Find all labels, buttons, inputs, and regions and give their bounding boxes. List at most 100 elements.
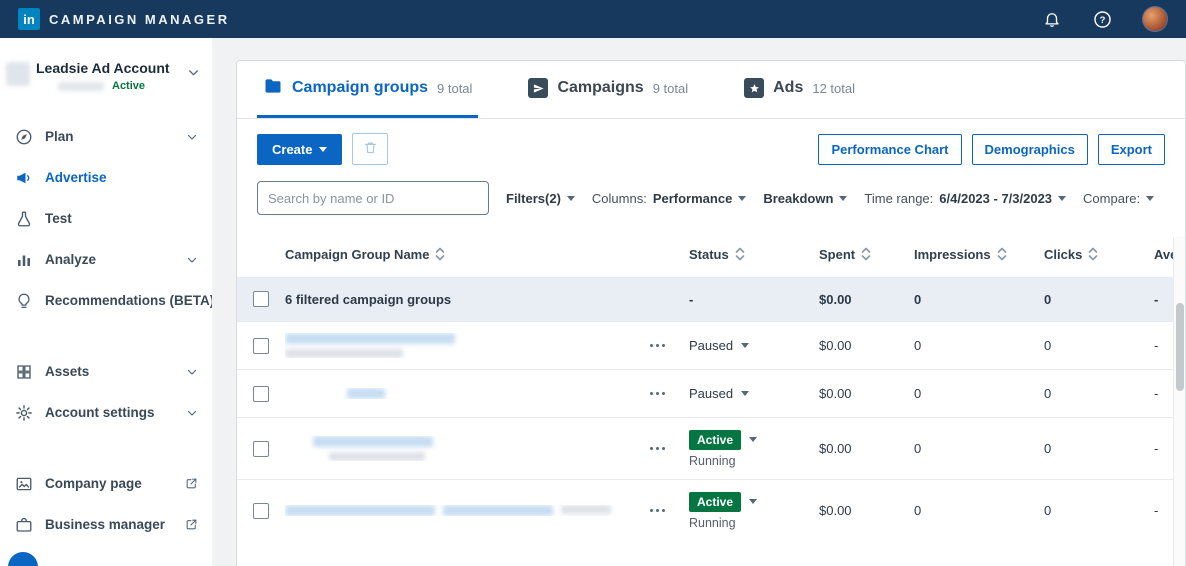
tab-campaign-groups[interactable]: Campaign groups 9 total xyxy=(257,61,479,118)
sidebar-nav-external: Company page Business manager xyxy=(0,463,212,545)
chevron-down-icon xyxy=(187,66,200,84)
campaign-group-name-redacted[interactable] xyxy=(285,505,625,516)
sidebar-item-business-manager[interactable]: Business manager xyxy=(0,504,212,545)
impressions-value: 0 xyxy=(914,386,922,401)
clicks-value: 0 xyxy=(1044,386,1052,401)
sidebar-item-test[interactable]: Test xyxy=(0,198,212,239)
tab-ads[interactable]: Ads 12 total xyxy=(738,61,861,118)
more-options-icon[interactable] xyxy=(625,509,689,512)
row-checkbox[interactable] xyxy=(253,440,269,457)
redacted-text xyxy=(329,452,425,461)
status-dropdown[interactable]: Active xyxy=(689,491,819,512)
filters-dropdown[interactable]: Filters(2) xyxy=(506,191,575,206)
status-value: Paused xyxy=(689,338,734,353)
chevron-down-icon xyxy=(186,254,198,266)
caret-down-icon xyxy=(1146,195,1155,201)
chat-help-bubble[interactable] xyxy=(8,552,38,566)
demographics-button[interactable]: Demographics xyxy=(971,133,1088,165)
column-header-impressions[interactable]: Impressions xyxy=(914,247,1044,262)
linkedin-logo-icon[interactable]: in xyxy=(18,8,40,30)
average-value: - xyxy=(1154,386,1159,401)
caret-down-icon xyxy=(741,391,750,396)
sidebar-item-advertise[interactable]: Advertise xyxy=(0,157,212,198)
column-header-name[interactable]: Campaign Group Name xyxy=(285,247,625,262)
column-header-label: Impressions xyxy=(914,246,991,262)
sidebar-item-company-page[interactable]: Company page xyxy=(0,463,212,504)
main-content: Campaign groups 9 total Campaigns 9 tota… xyxy=(212,38,1186,566)
breakdown-dropdown[interactable]: Breakdown xyxy=(763,191,848,206)
performance-chart-button[interactable]: Performance Chart xyxy=(818,133,962,165)
plan-compass-icon xyxy=(14,127,34,147)
export-button[interactable]: Export xyxy=(1097,133,1165,165)
status-dropdown[interactable]: Active xyxy=(689,429,819,450)
sidebar-item-recommendations[interactable]: Recommendations (BETA) xyxy=(0,280,214,321)
table-row: Paused $0.00 0 0 - xyxy=(237,321,1185,369)
table-row: Active Running $0.00 0 0 - xyxy=(237,417,1185,479)
tab-campaigns[interactable]: Campaigns 9 total xyxy=(522,61,694,118)
time-range-dropdown[interactable]: Time range: 6/4/2023 - 7/3/2023 xyxy=(864,190,1067,206)
more-options-icon[interactable] xyxy=(625,344,689,347)
column-header-spent[interactable]: Spent xyxy=(819,247,914,262)
account-id-redacted xyxy=(58,81,104,91)
assets-grid-icon xyxy=(14,362,34,382)
entity-tabs: Campaign groups 9 total Campaigns 9 tota… xyxy=(237,61,1185,119)
row-checkbox[interactable] xyxy=(253,337,269,354)
help-icon[interactable]: ? xyxy=(1092,9,1112,29)
filter-bar: Filters(2) Columns: Performance Breakdow… xyxy=(237,173,1185,231)
scrollbar[interactable] xyxy=(1173,237,1185,566)
summary-spent: $0.00 xyxy=(819,291,852,307)
user-avatar[interactable] xyxy=(1142,6,1168,32)
status-dropdown[interactable]: Paused xyxy=(689,386,819,401)
summary-status: - xyxy=(689,291,694,307)
time-range-value: 6/4/2023 - 7/3/2023 xyxy=(939,190,1053,206)
column-header-label: Spent xyxy=(819,246,856,262)
delete-button[interactable] xyxy=(352,133,389,165)
row-checkbox[interactable] xyxy=(253,502,269,519)
account-switcher[interactable]: Leadsie Ad Account Active xyxy=(0,52,212,106)
caret-down-icon xyxy=(319,146,328,152)
app-title: CAMPAIGN MANAGER xyxy=(49,11,230,27)
column-header-status[interactable]: Status xyxy=(689,247,819,262)
campaign-group-name-redacted[interactable] xyxy=(285,436,625,461)
analyze-chart-icon xyxy=(14,250,34,270)
impressions-value: 0 xyxy=(914,503,922,518)
campaign-group-name-redacted[interactable] xyxy=(285,388,625,399)
sort-icon xyxy=(435,247,445,261)
sort-icon xyxy=(997,247,1007,261)
redacted-text xyxy=(285,349,403,358)
sidebar-item-label: Test xyxy=(45,211,72,226)
column-header-clicks[interactable]: Clicks xyxy=(1044,247,1154,262)
sidebar-item-assets[interactable]: Assets xyxy=(0,351,212,392)
average-value: - xyxy=(1154,503,1159,518)
columns-dropdown[interactable]: Columns: Performance xyxy=(592,191,747,206)
create-button[interactable]: Create xyxy=(257,133,343,165)
row-checkbox[interactable] xyxy=(253,385,269,402)
sidebar-item-plan[interactable]: Plan xyxy=(0,116,212,157)
sidebar-item-label: Account settings xyxy=(45,405,155,420)
sidebar-item-label: Business manager xyxy=(45,517,166,532)
sidebar-item-label: Assets xyxy=(45,364,90,379)
trash-icon xyxy=(363,140,378,158)
sidebar-item-account-settings[interactable]: Account settings xyxy=(0,392,212,433)
more-options-icon[interactable] xyxy=(625,392,689,395)
redacted-text xyxy=(285,505,435,516)
clicks-value: 0 xyxy=(1044,338,1052,353)
caret-down-icon xyxy=(749,499,758,504)
chevron-down-icon xyxy=(186,131,198,143)
compare-dropdown[interactable]: Compare: xyxy=(1083,191,1155,206)
more-options-icon[interactable] xyxy=(625,447,689,450)
campaign-group-name-redacted[interactable] xyxy=(285,333,625,358)
notifications-bell-icon[interactable] xyxy=(1042,9,1062,29)
search-input[interactable] xyxy=(257,181,489,215)
external-link-icon xyxy=(185,518,198,531)
status-dropdown[interactable]: Paused xyxy=(689,338,819,353)
select-all-checkbox[interactable] xyxy=(253,291,269,307)
redacted-text xyxy=(561,505,611,514)
caret-down-icon xyxy=(839,195,848,201)
scrollbar-thumb[interactable] xyxy=(1176,303,1184,391)
account-logo-redacted xyxy=(6,62,30,86)
sidebar-item-analyze[interactable]: Analyze xyxy=(0,239,212,280)
redacted-text xyxy=(313,436,433,447)
time-range-label: Time range: xyxy=(864,190,934,206)
